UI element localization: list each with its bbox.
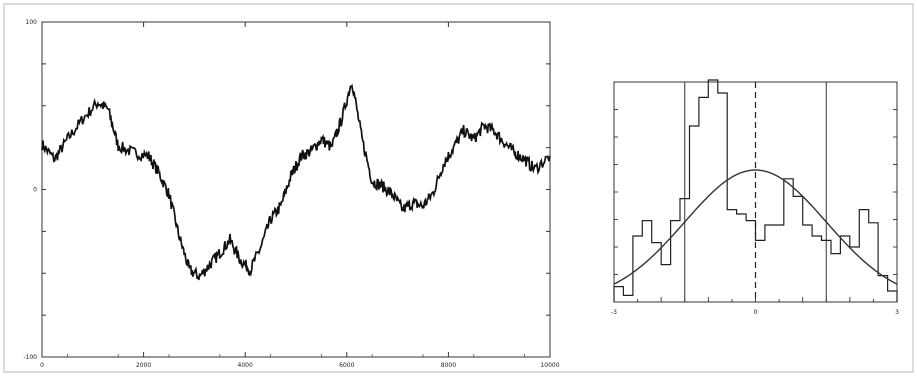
hist-x-tick-label: 3	[895, 309, 899, 316]
y-tick-label: -100	[23, 354, 37, 361]
right-panel: -3 0 3	[611, 79, 899, 316]
line-series-trace	[41, 83, 551, 281]
hist-x-tick-label: -3	[611, 309, 617, 316]
y-tick-label: 0	[33, 187, 37, 194]
gaussian-curve	[613, 169, 898, 285]
y-tick-label: 100	[26, 19, 38, 26]
x-tick-label: 6000	[339, 362, 354, 369]
x-tick-label: 8000	[441, 362, 456, 369]
x-tick-label: 4000	[238, 362, 253, 369]
x-tick-label: 10000	[540, 362, 559, 369]
figure-frame	[3, 3, 914, 373]
right-vlines	[684, 82, 827, 302]
left-ticks	[41, 21, 551, 358]
hist-x-tick-label: 0	[754, 309, 758, 316]
x-tick-label: 0	[40, 362, 44, 369]
right-tick-labels: -3 0 3	[611, 309, 899, 316]
x-tick-label: 2000	[136, 362, 151, 369]
